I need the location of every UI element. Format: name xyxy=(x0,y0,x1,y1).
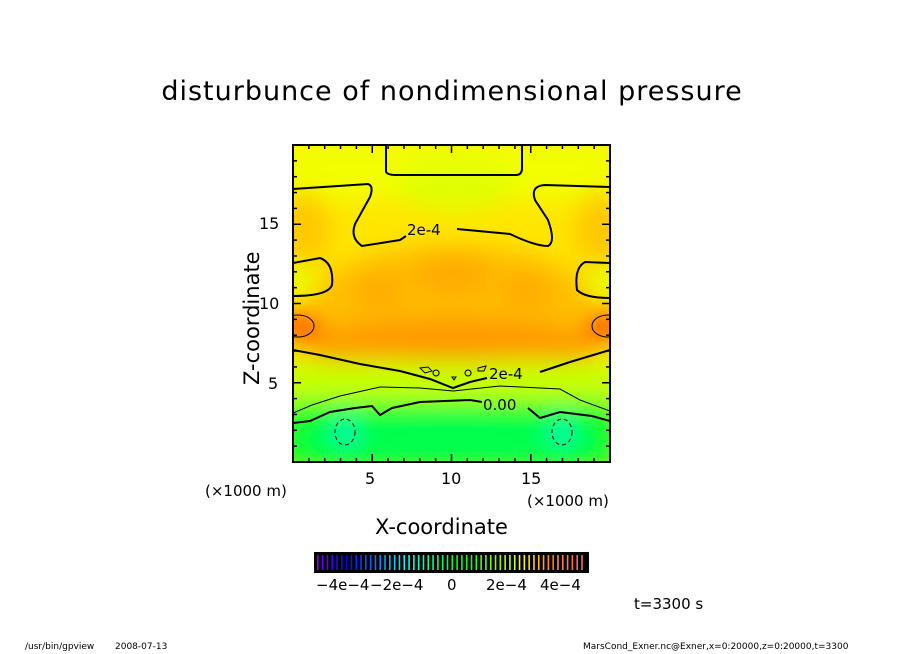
colorbar-label: 0 xyxy=(447,576,457,594)
colorbar-stripe xyxy=(475,555,478,570)
colorbar-stripe xyxy=(355,555,358,570)
colorbar-stripe xyxy=(465,555,468,570)
colorbar-stripe xyxy=(389,555,391,570)
colorbar-stripe xyxy=(336,555,338,570)
colorbar-stripe xyxy=(528,555,530,570)
colorbar-stripe xyxy=(331,555,334,570)
x-tick-label: 15 xyxy=(521,469,542,488)
colorbar-stripe xyxy=(379,555,382,570)
colorbar-stripe xyxy=(422,555,425,570)
colorbar-stripe xyxy=(581,555,583,570)
x-tick-label: 5 xyxy=(365,469,376,488)
colorbar-stripe xyxy=(547,555,550,570)
colorbar-stripe xyxy=(552,555,554,570)
colorbar-stripe xyxy=(326,555,329,570)
time-annotation: t=3300 s xyxy=(634,595,704,613)
colorbar-stripe xyxy=(557,555,559,570)
x-unit-label: (×1000 m) xyxy=(527,492,609,510)
y-axis-label: Z-coordinate xyxy=(240,251,264,385)
y-tick-label: 10 xyxy=(259,294,280,313)
colorbar-stripe xyxy=(393,555,396,570)
colorbar-stripe xyxy=(360,555,362,570)
colorbar-label: −4e−4 xyxy=(316,576,370,594)
contour-label: 2e-4 xyxy=(407,221,441,239)
y-tick-label: 5 xyxy=(268,374,279,393)
filled-contours xyxy=(293,145,610,462)
colorbar-stripe xyxy=(499,555,502,570)
colorbar-stripe xyxy=(451,555,454,570)
colorbar-stripe xyxy=(441,555,444,570)
colorbar-stripe xyxy=(427,555,430,570)
colorbar-stripe xyxy=(446,555,449,570)
colorbar-stripe xyxy=(494,555,497,570)
colorbar-stripe xyxy=(566,555,569,570)
plot-date: 2008-07-13 xyxy=(115,642,168,652)
colorbar-stripe xyxy=(485,555,487,570)
colorbar-stripe xyxy=(513,555,516,570)
colorbar-stripe xyxy=(480,555,482,570)
colorbar-stripe xyxy=(489,555,492,570)
x-axis-label: X-coordinate xyxy=(375,515,508,539)
colorbar-stripe xyxy=(576,555,578,570)
colorbar-stripe xyxy=(417,555,420,570)
colorbar-stripe xyxy=(350,555,353,570)
contour-label: 2e-4 xyxy=(489,365,523,383)
colorbar-stripe xyxy=(345,555,348,570)
colorbar-label: 2e−4 xyxy=(486,576,527,594)
colorbar-stripe xyxy=(403,555,406,570)
colorbar-stripe xyxy=(432,555,434,570)
colorbar-stripe xyxy=(456,555,458,570)
colorbar-stripe xyxy=(317,555,319,570)
colorbar-stripe xyxy=(504,555,506,570)
contour-label: 0.00 xyxy=(483,396,517,414)
colorbar-stripe xyxy=(571,555,574,570)
colorbar-stripe xyxy=(561,555,564,570)
colorbar xyxy=(314,552,589,573)
colorbar-stripe xyxy=(321,555,324,570)
colorbar-stripe xyxy=(470,555,473,570)
colorbar-stripe xyxy=(518,555,521,570)
x-tick-label: 10 xyxy=(441,469,462,488)
colorbar-stripe xyxy=(533,555,535,570)
colorbar-stripe xyxy=(509,555,511,570)
contour-lines xyxy=(293,145,610,446)
colorbar-stripe xyxy=(384,555,386,570)
colorbar-stripe xyxy=(365,555,367,570)
y-unit-label: (×1000 m) xyxy=(205,482,287,500)
colorbar-stripe xyxy=(437,555,439,570)
colorbar-stripe xyxy=(341,555,343,570)
colorbar-stripe xyxy=(408,555,410,570)
colorbar-stripe xyxy=(413,555,415,570)
colorbar-frame xyxy=(314,552,589,573)
colorbar-label: −2e−4 xyxy=(370,576,424,594)
colorbar-stripe xyxy=(523,555,526,570)
colorbar-stripe xyxy=(369,555,372,570)
colorbar-stripe xyxy=(374,555,377,570)
y-tick-label: 15 xyxy=(259,214,280,233)
colorbar-stripe xyxy=(542,555,545,570)
colorbar-stripe xyxy=(537,555,540,570)
data-source: MarsCond_Exner.nc@Exner,x=0:20000,z=0:20… xyxy=(583,642,849,652)
program-path: /usr/bin/gpview xyxy=(25,642,95,652)
colorbar-label: 4e−4 xyxy=(540,576,581,594)
colorbar-stripe xyxy=(398,555,401,570)
axis-ticks xyxy=(293,145,610,462)
chart-title: disturbunce of nondimensional pressure xyxy=(161,76,743,107)
colorbar-stripe xyxy=(461,555,463,570)
